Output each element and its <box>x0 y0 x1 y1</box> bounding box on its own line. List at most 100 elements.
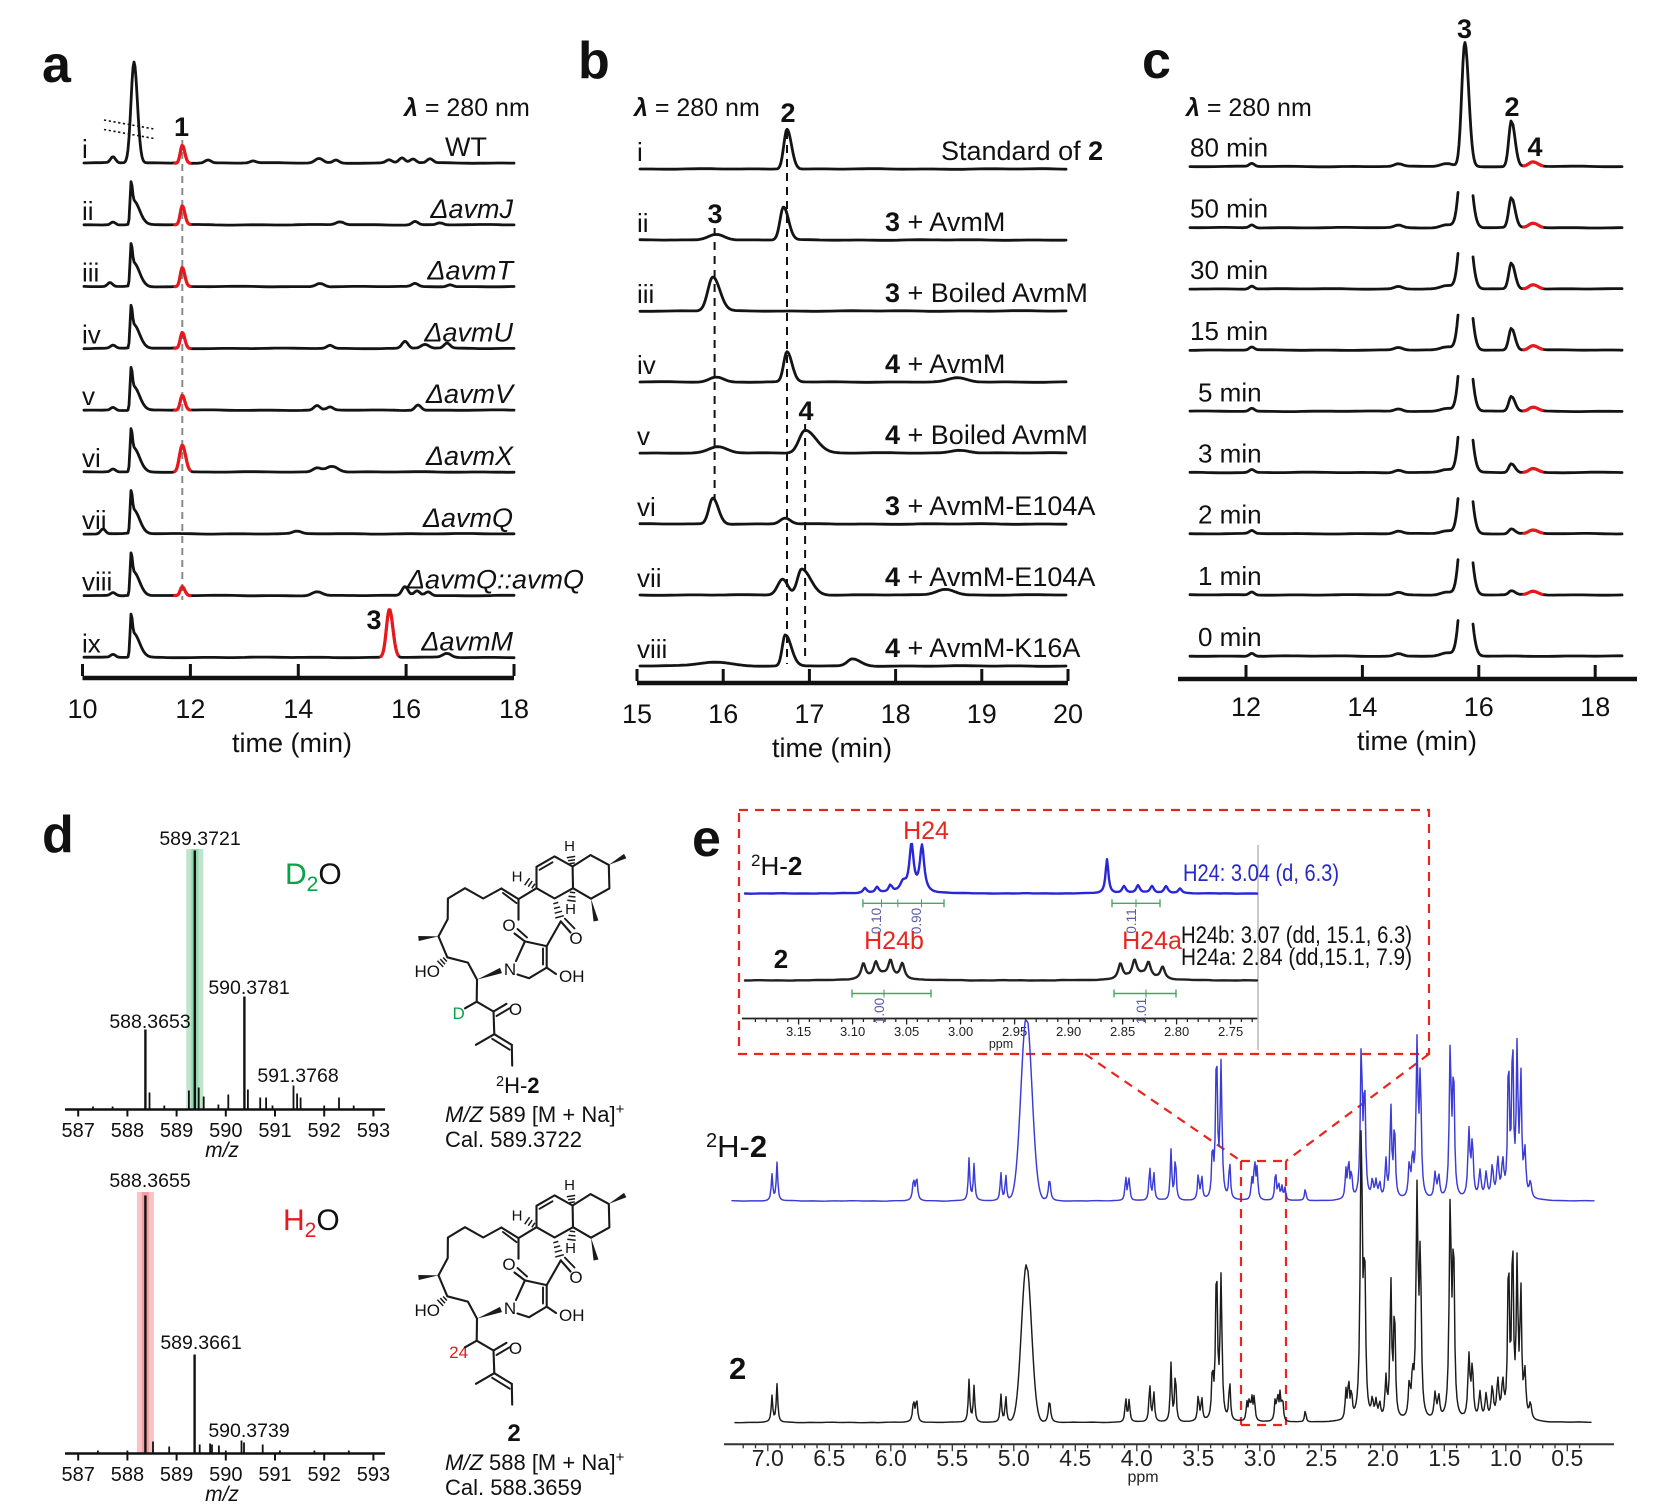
svg-text:O: O <box>509 1339 522 1358</box>
svg-text:b: b <box>578 32 610 90</box>
svg-text:15: 15 <box>622 699 652 729</box>
svg-text:3.5: 3.5 <box>1182 1445 1214 1471</box>
svg-text:4: 4 <box>1527 132 1542 162</box>
svg-text:O: O <box>502 1255 515 1274</box>
svg-text:4 + AvmM-K16A: 4 + AvmM-K16A <box>885 633 1080 663</box>
svg-text:1.5: 1.5 <box>1428 1445 1460 1471</box>
svg-text:4 + Boiled AvmM: 4 + Boiled AvmM <box>885 420 1088 450</box>
svg-text:viii: viii <box>637 634 667 664</box>
svg-text:OH: OH <box>559 1306 585 1325</box>
svg-text:iii: iii <box>82 258 99 288</box>
svg-text:16: 16 <box>1464 692 1494 722</box>
svg-text:ΔavmJ: ΔavmJ <box>429 194 513 224</box>
svg-text:590.3739: 590.3739 <box>208 1420 289 1442</box>
svg-text:M/Z 588 [M + Na]+: M/Z 588 [M + Na]+ <box>445 1449 625 1475</box>
svg-text:1 min: 1 min <box>1198 561 1262 591</box>
svg-text:O: O <box>569 1268 582 1287</box>
svg-text:viii: viii <box>82 567 112 597</box>
svg-text:12: 12 <box>175 694 205 724</box>
svg-text:592: 592 <box>308 1464 341 1486</box>
svg-text:ΔavmX: ΔavmX <box>425 441 514 471</box>
svg-text:Cal. 588.3659: Cal. 588.3659 <box>445 1475 582 1500</box>
svg-text:M/Z 589 [M + Na]+: M/Z 589 [M + Na]+ <box>445 1101 625 1127</box>
svg-text:λ = 280 nm: λ = 280 nm <box>632 94 760 122</box>
svg-text:592: 592 <box>308 1120 341 1142</box>
svg-text:2.85: 2.85 <box>1110 1024 1135 1039</box>
svg-text:ppm: ppm <box>1127 1469 1158 1486</box>
svg-text:time (min): time (min) <box>772 733 892 763</box>
svg-text:588.3653: 588.3653 <box>109 1011 190 1033</box>
svg-text:vii: vii <box>637 563 662 593</box>
svg-text:a: a <box>42 36 72 94</box>
svg-text:18: 18 <box>499 694 529 724</box>
svg-text:time (min): time (min) <box>1357 726 1477 756</box>
svg-text:2: 2 <box>780 98 795 128</box>
svg-text:d: d <box>42 806 74 864</box>
svg-text:14: 14 <box>1347 692 1377 722</box>
svg-text:3.05: 3.05 <box>894 1024 919 1039</box>
svg-text:H24: 3.04 (d, 6.3): H24: 3.04 (d, 6.3) <box>1183 860 1339 887</box>
svg-text:7.0: 7.0 <box>752 1445 784 1471</box>
svg-text:λ = 280 nm: λ = 280 nm <box>1184 94 1312 122</box>
svg-text:H: H <box>565 901 576 918</box>
svg-text:H24: H24 <box>903 817 949 845</box>
svg-text:3 + AvmM-E104A: 3 + AvmM-E104A <box>885 491 1095 521</box>
svg-text:c: c <box>1142 32 1171 90</box>
svg-text:2: 2 <box>774 944 788 974</box>
svg-text:O: O <box>569 929 582 948</box>
svg-text:1.00: 1.00 <box>872 998 887 1024</box>
svg-text:N: N <box>504 960 516 979</box>
svg-text:H: H <box>512 869 523 886</box>
svg-text:3: 3 <box>1457 14 1472 44</box>
svg-text:m/z: m/z <box>205 1139 239 1162</box>
svg-text:ΔavmT: ΔavmT <box>426 256 515 286</box>
svg-text:587: 587 <box>62 1120 95 1142</box>
svg-text:iv: iv <box>82 319 101 349</box>
svg-text:3: 3 <box>707 199 722 229</box>
svg-text:4.5: 4.5 <box>1059 1445 1091 1471</box>
svg-text:vi: vi <box>82 443 101 473</box>
svg-text:N: N <box>504 1299 516 1318</box>
svg-text:e: e <box>692 810 721 868</box>
svg-text:2.75: 2.75 <box>1218 1024 1243 1039</box>
svg-text:3.15: 3.15 <box>786 1024 811 1039</box>
svg-text:5.0: 5.0 <box>998 1445 1030 1471</box>
svg-text:HO: HO <box>415 1301 441 1320</box>
svg-text:3 + AvmM: 3 + AvmM <box>885 207 1005 237</box>
svg-text:0.5: 0.5 <box>1551 1445 1583 1471</box>
svg-text:ΔavmM: ΔavmM <box>420 626 513 656</box>
svg-text:4.0: 4.0 <box>1121 1445 1153 1471</box>
svg-text:2: 2 <box>507 1420 520 1447</box>
svg-text:v: v <box>637 421 650 451</box>
svg-text:3.10: 3.10 <box>840 1024 865 1039</box>
svg-text:6.0: 6.0 <box>875 1445 907 1471</box>
svg-text:12: 12 <box>1231 692 1261 722</box>
svg-text:2.90: 2.90 <box>1056 1024 1081 1039</box>
svg-text:2: 2 <box>1504 92 1519 122</box>
svg-text:2.5: 2.5 <box>1305 1445 1337 1471</box>
svg-text:593: 593 <box>357 1120 390 1142</box>
svg-text:ΔavmU: ΔavmU <box>423 317 513 347</box>
svg-text:3: 3 <box>366 605 381 635</box>
svg-text:17: 17 <box>794 699 824 729</box>
svg-text:2: 2 <box>729 1351 746 1386</box>
svg-text:ppm: ppm <box>989 1037 1013 1051</box>
svg-text:ΔavmV: ΔavmV <box>425 379 516 409</box>
svg-text:i: i <box>637 137 643 167</box>
svg-text:1.01: 1.01 <box>1134 998 1149 1024</box>
svg-text:3.00: 3.00 <box>948 1024 973 1039</box>
svg-text:vi: vi <box>637 492 656 522</box>
svg-text:H24a: H24a <box>1122 927 1182 955</box>
svg-text:Standard of 2: Standard of 2 <box>941 136 1103 166</box>
svg-text:20: 20 <box>1053 699 1083 729</box>
svg-text:14: 14 <box>283 694 313 724</box>
svg-text:4: 4 <box>798 396 813 426</box>
svg-text:10: 10 <box>67 694 97 724</box>
svg-text:1: 1 <box>174 112 189 142</box>
svg-text:HO: HO <box>415 962 441 981</box>
svg-text:6.5: 6.5 <box>813 1445 845 1471</box>
svg-text:ix: ix <box>82 628 101 658</box>
svg-text:589.3661: 589.3661 <box>160 1332 241 1354</box>
svg-text:2 min: 2 min <box>1198 500 1262 530</box>
svg-text:590.3781: 590.3781 <box>208 977 289 999</box>
